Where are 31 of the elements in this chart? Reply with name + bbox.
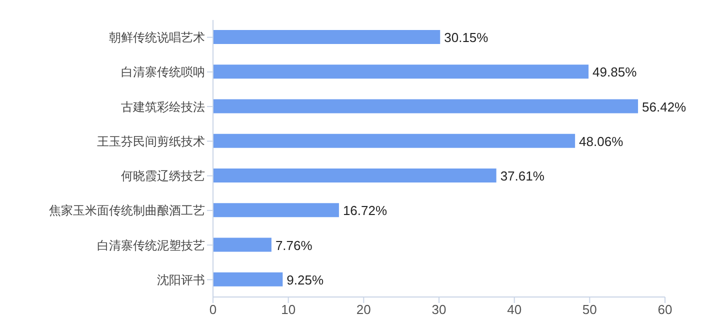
y-tick-label: 白清寨传统泥塑技艺 bbox=[97, 238, 205, 252]
x-tick-label: 0 bbox=[209, 302, 217, 318]
x-tick-label: 50 bbox=[582, 302, 597, 318]
x-tick-label: 20 bbox=[356, 302, 371, 318]
x-tick-label: 40 bbox=[507, 302, 522, 318]
bar bbox=[213, 238, 272, 252]
y-tick-label: 朝鲜传统说唱艺术 bbox=[109, 30, 205, 45]
bar bbox=[213, 203, 339, 218]
data-label: 56.42% bbox=[642, 99, 687, 114]
y-tick-label: 古建筑彩绘技法 bbox=[121, 100, 205, 114]
x-tick-label: 10 bbox=[281, 302, 296, 318]
y-tick-label: 王玉芬民间剪纸技术 bbox=[97, 134, 205, 148]
y-tick-label: 白清寨传统唢呐 bbox=[121, 65, 205, 80]
y-tick-label: 何晓霞辽绣技艺 bbox=[121, 169, 205, 184]
data-label: 7.76% bbox=[275, 238, 313, 253]
x-tick-label: 60 bbox=[658, 302, 672, 318]
x-tick-label: 30 bbox=[432, 302, 446, 318]
data-label: 30.15% bbox=[444, 30, 489, 45]
data-label: 48.06% bbox=[579, 134, 624, 149]
data-label: 49.85% bbox=[592, 64, 638, 80]
data-label: 9.25% bbox=[286, 272, 324, 288]
data-label: 16.72% bbox=[342, 203, 388, 218]
bar bbox=[213, 272, 283, 286]
bar bbox=[213, 99, 638, 114]
bar bbox=[213, 64, 589, 79]
bar bbox=[213, 168, 496, 182]
y-tick-label: 沈阳评书 bbox=[157, 272, 205, 287]
bar bbox=[213, 134, 576, 148]
bar bbox=[213, 30, 440, 44]
y-tick-label: 焦家玉米面传统制曲酿酒工艺 bbox=[49, 204, 205, 218]
data-label: 37.61% bbox=[500, 168, 545, 184]
